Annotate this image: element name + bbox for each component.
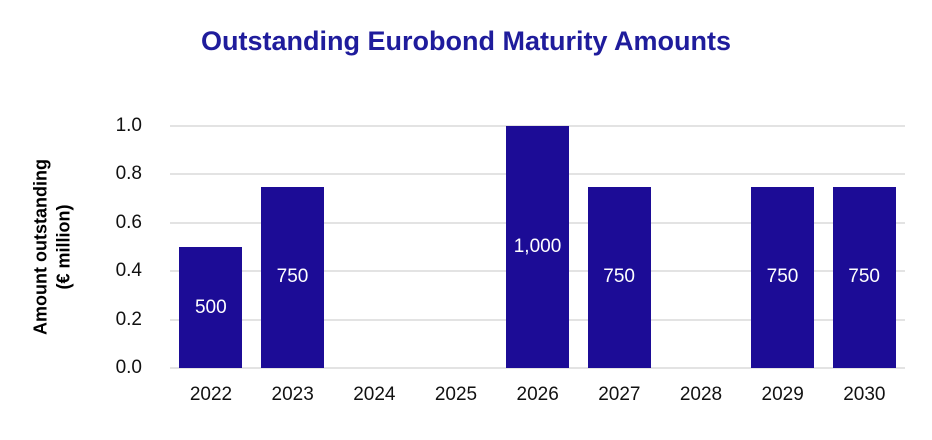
bar-value-label-2029: 750: [766, 266, 799, 288]
y-tick-label-0.2: 0.2: [115, 308, 142, 330]
x-tick-label-2027: 2027: [598, 384, 641, 405]
y-tick-label-1.0: 1.0: [115, 115, 142, 136]
bar-2022: 500: [179, 247, 243, 368]
x-tick-label-2030: 2030: [843, 384, 886, 405]
x-tick-label-2024: 2024: [353, 384, 396, 405]
bar-value-label-2030: 750: [848, 266, 880, 288]
y-tick-label-0.0: 0.0: [115, 357, 142, 378]
y-tick-label-0.8: 0.8: [115, 163, 142, 185]
x-tick-label-2026: 2026: [516, 384, 559, 405]
bar-2026: 1,000: [506, 126, 569, 368]
bar-value-label-2023: 750: [276, 266, 309, 288]
bar-2029: 750: [751, 186, 814, 368]
gridline-y-0.0: [170, 367, 905, 369]
bar-value-label-2022: 500: [194, 296, 227, 318]
bar-value-label-2027: 750: [603, 266, 635, 288]
bar-2023: 750: [261, 186, 324, 368]
x-tick-label-2025: 2025: [434, 384, 478, 405]
bar-value-label-2026: 1,000: [513, 236, 562, 257]
chart-title: Outstanding Eurobond Maturity Amounts: [201, 26, 731, 56]
bar-2030: 750: [832, 186, 896, 368]
x-tick-label-2029: 2029: [761, 384, 804, 405]
x-tick-label-2022: 2022: [189, 384, 233, 405]
y-tick-label-0.4: 0.4: [115, 260, 142, 282]
bar-2027: 750: [587, 186, 651, 368]
x-tick-label-2028: 2028: [679, 384, 723, 405]
x-tick-label-2023: 2023: [271, 384, 314, 405]
y-tick-label-0.6: 0.6: [115, 211, 142, 233]
